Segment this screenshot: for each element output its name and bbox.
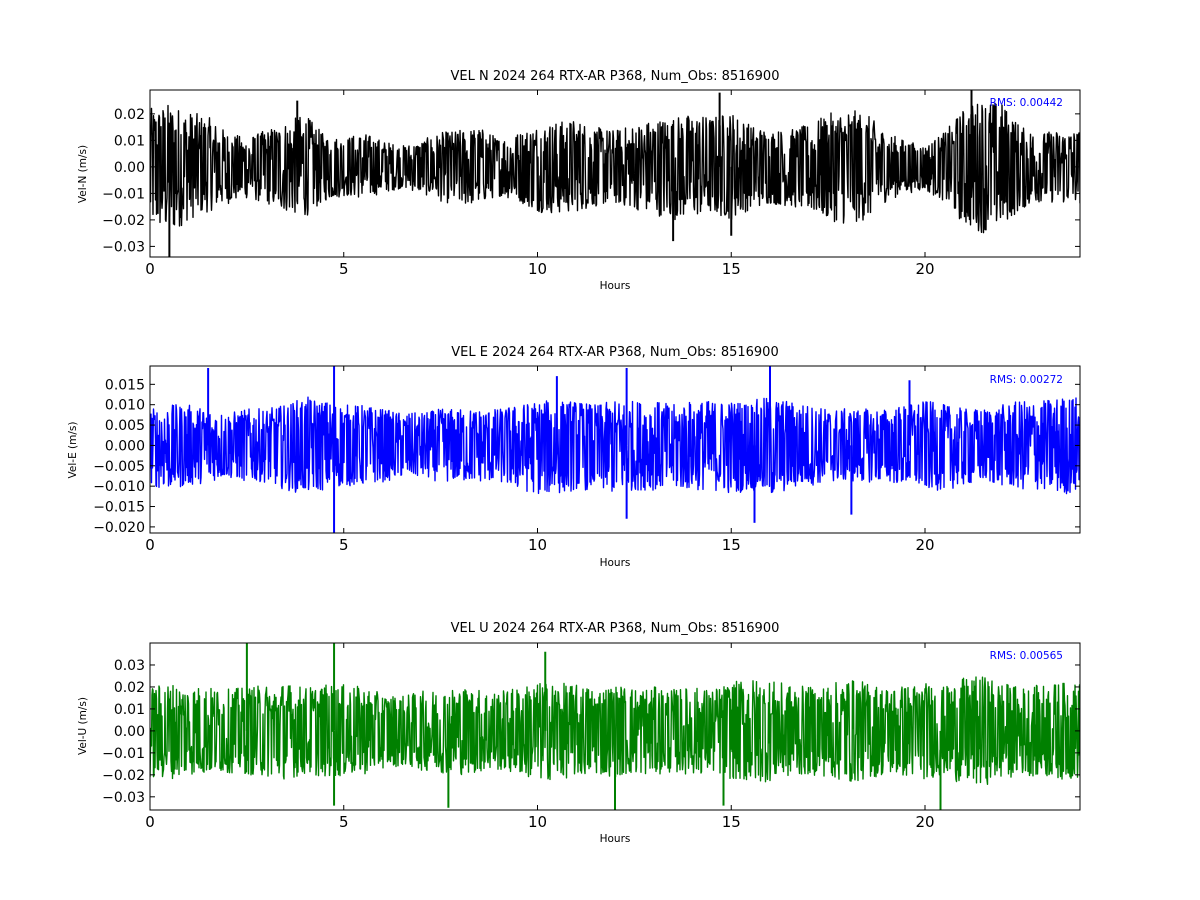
y-tick-label: −0.020 — [93, 520, 145, 536]
x-tick-label: 10 — [528, 260, 547, 278]
ticks: 0 5 10 15 20 −0.03 −0.02 −0.01 0.00 0.01 0.02 0.03 — [102, 643, 1080, 831]
y-tick-label: 0.00 — [114, 724, 145, 740]
y-tick-label: 0.000 — [105, 438, 145, 454]
y-axis-label: Vel-E (m/s) — [67, 422, 79, 479]
y-tick-label: 0.03 — [114, 658, 145, 674]
series-trace — [150, 102, 1080, 234]
series-line — [150, 643, 1080, 810]
x-tick-label: 15 — [722, 813, 741, 831]
series-line — [150, 366, 1080, 533]
x-tick-label: 0 — [145, 813, 155, 831]
y-tick-label: −0.015 — [93, 500, 145, 516]
x-tick-label: 15 — [722, 536, 741, 554]
y-tick-label: −0.02 — [102, 768, 145, 784]
x-axis-label: Hours — [600, 557, 631, 569]
x-tick-label: 5 — [339, 813, 349, 831]
vel-n-subplot: VEL N 2024 264 RTX-AR P368, Num_Obs: 851… — [77, 69, 1081, 292]
y-axis-label: Vel-U (m/s) — [77, 697, 89, 755]
x-tick-label: 15 — [722, 260, 741, 278]
x-axis-label: Hours — [600, 833, 631, 845]
y-tick-label: 0.015 — [105, 377, 145, 393]
x-tick-label: 10 — [528, 536, 547, 554]
y-tick-label: 0.01 — [114, 702, 145, 718]
rms-annotation: RMS: 0.00442 — [990, 97, 1063, 109]
rms-annotation: RMS: 0.00565 — [990, 650, 1063, 662]
ticks: 0 5 10 15 20 −0.020 −0.015 −0.010 −0.005 0.000 0.0… — [93, 366, 1080, 554]
y-tick-label: −0.03 — [102, 239, 145, 255]
chart-title: VEL N 2024 264 RTX-AR P368, Num_Obs: 851… — [451, 69, 780, 84]
x-tick-label: 10 — [528, 813, 547, 831]
x-tick-label: 20 — [915, 260, 934, 278]
y-tick-label: −0.03 — [102, 790, 145, 806]
x-axis-label: Hours — [600, 280, 631, 292]
y-tick-label: −0.02 — [102, 213, 145, 229]
y-tick-label: −0.01 — [102, 186, 145, 202]
axes-frame — [149, 89, 1081, 258]
axes-frame — [149, 365, 1081, 534]
ticks: 0 5 10 15 20 −0.03 −0.02 −0.01 0.00 0.01 0.02 — [102, 90, 1080, 278]
y-tick-label: 0.005 — [105, 418, 145, 434]
x-tick-label: 0 — [145, 260, 155, 278]
y-tick-label: 0.02 — [114, 107, 145, 123]
y-tick-label: −0.01 — [102, 746, 145, 762]
y-tick-label: 0.02 — [114, 680, 145, 696]
series-trace — [150, 396, 1080, 495]
y-axis-label: Vel-N (m/s) — [77, 145, 89, 203]
y-tick-label: 0.010 — [105, 398, 145, 414]
rms-annotation: RMS: 0.00272 — [990, 374, 1063, 386]
y-tick-label: −0.005 — [93, 459, 145, 475]
y-tick-label: 0.00 — [114, 160, 145, 176]
axes-frame — [149, 642, 1081, 811]
y-tick-label: −0.010 — [93, 479, 145, 495]
series-line — [150, 90, 1080, 257]
x-tick-label: 20 — [915, 813, 934, 831]
y-tick-label: 0.01 — [114, 133, 145, 149]
x-tick-label: 5 — [339, 260, 349, 278]
x-tick-label: 0 — [145, 536, 155, 554]
chart-title: VEL U 2024 264 RTX-AR P368, Num_Obs: 851… — [451, 621, 780, 636]
vel-e-subplot: VEL E 2024 264 RTX-AR P368, Num_Obs: 851… — [67, 345, 1081, 569]
vel-u-subplot: VEL U 2024 264 RTX-AR P368, Num_Obs: 851… — [77, 621, 1081, 845]
x-tick-label: 5 — [339, 536, 349, 554]
x-tick-label: 20 — [915, 536, 934, 554]
chart-title: VEL E 2024 264 RTX-AR P368, Num_Obs: 851… — [451, 345, 778, 360]
